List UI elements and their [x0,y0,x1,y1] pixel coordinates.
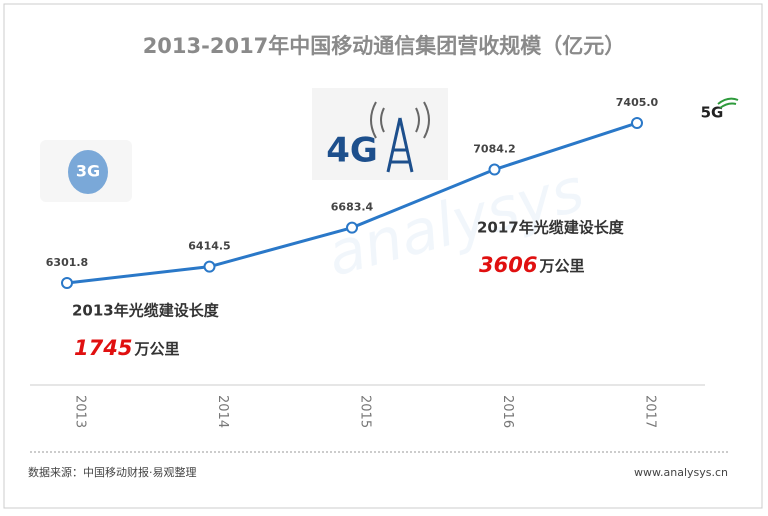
value-label: 6683.4 [331,201,374,214]
x-tick-label: 2015 [358,395,373,428]
x-tick-label: 2014 [215,395,230,428]
annotation-number: 1745 [74,336,132,360]
logo-text: 3G [76,162,100,181]
point [631,117,643,129]
logo-text: 4G [326,131,378,171]
point [488,163,501,176]
point [203,260,216,273]
annotation-label: 2013年光缆建设长度 [72,302,220,320]
annotation-label: 2017年光缆建设长度 [477,219,625,237]
logo-5g: 5G [701,97,739,122]
website: www.analysys.cn [634,466,728,479]
chart-title: 2013-2017年中国移动通信集团营收规模（亿元） [143,34,626,58]
annotation-value: 1745 万公里 [74,336,179,360]
x-tick-label: 2016 [500,395,515,428]
annotation-unit: 万公里 [133,340,179,358]
annotation-unit: 万公里 [538,257,584,275]
annotation-value: 3606 万公里 [479,253,584,277]
logo-3g: 3G [40,140,132,202]
annotation-number: 3606 [479,253,537,277]
value-label: 6414.5 [188,240,230,253]
logo-text: 5G [701,104,724,122]
logo-4g: 4G [312,88,448,180]
value-label: 6301.8 [46,256,88,269]
x-tick-label: 2013 [73,395,88,428]
point [346,221,358,234]
x-tick-label: 2017 [643,395,658,428]
source: 数据来源：中国移动财报·易观整理 [28,465,197,479]
value-label: 7084.2 [473,143,515,156]
value-label: 7405.0 [616,96,659,109]
point [61,277,73,289]
